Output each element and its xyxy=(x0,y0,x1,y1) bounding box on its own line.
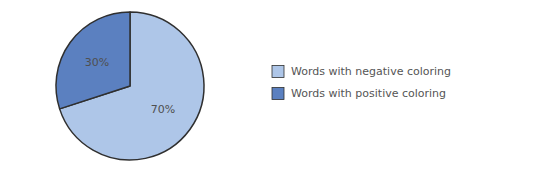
chart-svg: 70%30%Words with negative coloringWords … xyxy=(0,0,540,173)
data-label: 70% xyxy=(151,103,175,116)
legend: Words with negative coloring Words with p… xyxy=(272,65,451,100)
chart-container: 70%30%Words with negative coloringWords … xyxy=(0,0,540,173)
legend-swatch xyxy=(272,66,284,78)
legend-label: Words with positive coloring xyxy=(291,87,446,100)
data-label: 30% xyxy=(85,56,109,69)
legend-swatch xyxy=(272,88,284,100)
data-labels: 70% 30% xyxy=(85,56,175,117)
pie xyxy=(56,12,204,160)
legend-label: Words with negative coloring xyxy=(291,65,451,78)
pie-slice xyxy=(56,12,130,109)
